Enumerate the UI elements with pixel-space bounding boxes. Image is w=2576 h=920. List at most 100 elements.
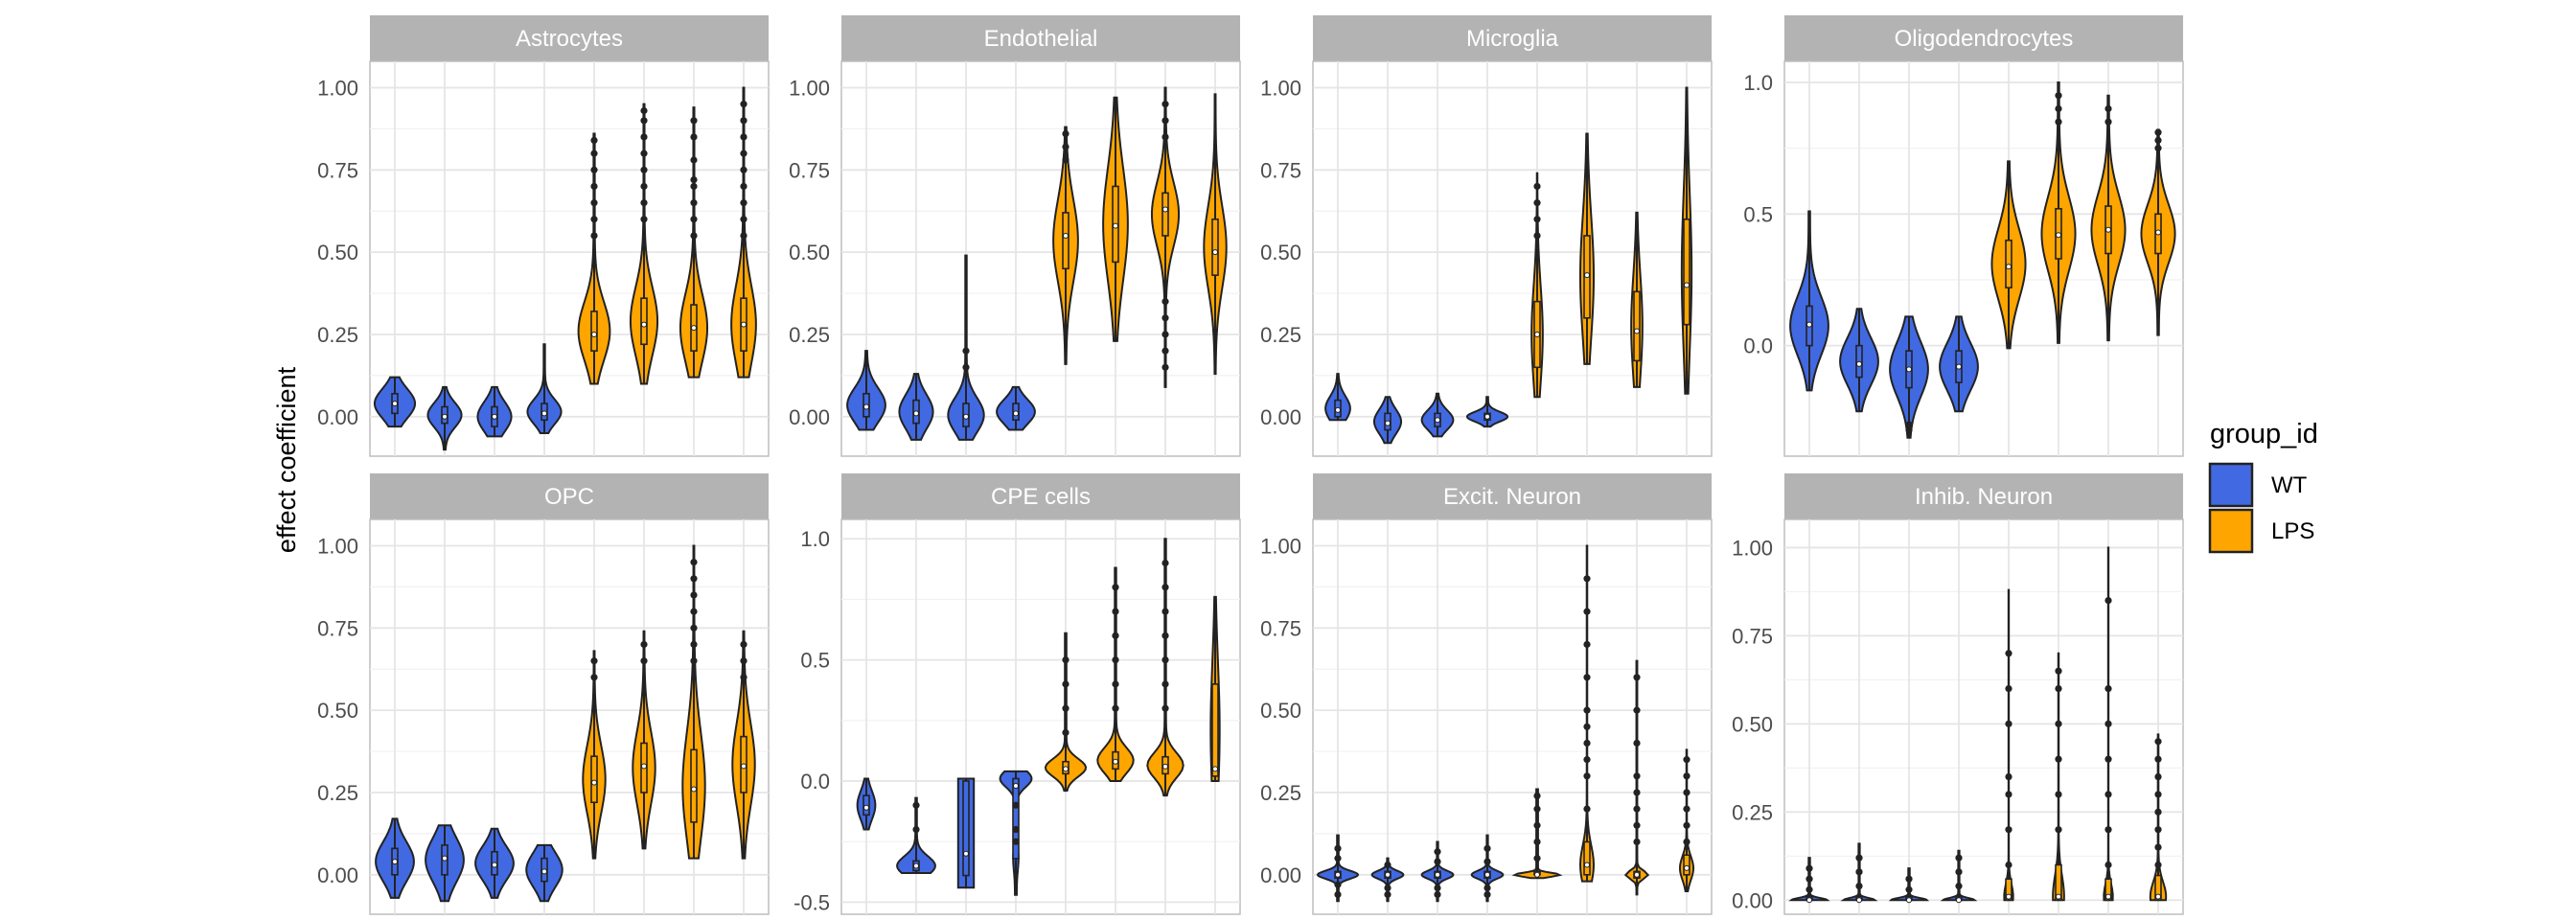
median-point	[1956, 897, 1962, 904]
outlier-point	[1062, 704, 1070, 712]
outlier-point	[1012, 838, 1020, 845]
outlier-point	[690, 199, 698, 207]
median-point	[863, 403, 869, 410]
outlier-point	[640, 166, 648, 173]
facet-title: Microglia	[1466, 26, 1559, 52]
outlier-point	[2154, 826, 2162, 834]
median-point	[1634, 871, 1640, 878]
outlier-point	[590, 182, 598, 191]
median-point	[1534, 331, 1540, 337]
outlier-point	[690, 657, 698, 665]
outlier-point	[2154, 861, 2162, 869]
median-point	[863, 804, 869, 811]
facet-strip	[1313, 473, 1712, 519]
median-point	[1484, 871, 1490, 878]
outlier-point	[1162, 314, 1169, 322]
y-tick-label: 0.75	[1260, 158, 1301, 182]
legend-title: group_id	[2210, 419, 2318, 449]
median-point	[1856, 360, 1862, 367]
outlier-point	[2154, 772, 2162, 781]
outlier-point	[1955, 854, 1963, 862]
median-point	[641, 321, 647, 328]
outlier-point	[1533, 855, 1541, 862]
plot-area	[1312, 518, 1713, 915]
outlier-point	[1533, 182, 1541, 191]
legend-label-lps: LPS	[2271, 518, 2314, 544]
y-tick-label: 0.5	[800, 649, 830, 673]
median-point	[1806, 897, 1812, 904]
median-point	[392, 401, 398, 407]
y-tick-label: 0.0	[800, 770, 830, 794]
outlier-point	[740, 657, 748, 665]
outlier-point	[1162, 559, 1169, 567]
outlier-point	[2154, 843, 2162, 851]
outlier-point	[1583, 723, 1591, 730]
box	[690, 748, 698, 823]
median-point	[1484, 413, 1490, 420]
outlier-point	[1434, 848, 1441, 856]
outlier-point	[1112, 584, 1119, 591]
median-point	[1435, 871, 1440, 878]
outlier-point	[590, 232, 598, 240]
outlier-point	[2104, 104, 2112, 113]
median-point	[541, 868, 547, 875]
facet-panel: CPE cells -0.5 0.0 0.5 1.0	[794, 473, 1241, 915]
median-point	[913, 410, 919, 417]
outlier-point	[1955, 868, 1963, 876]
outlier-point	[1905, 421, 1913, 428]
y-tick-label: 0.50	[1260, 241, 1301, 264]
outlier-point	[1683, 756, 1690, 764]
median-point	[541, 410, 547, 417]
outlier-point	[1384, 861, 1392, 869]
median-point	[741, 321, 747, 328]
outlier-point	[1434, 890, 1441, 899]
outlier-point	[1012, 801, 1020, 809]
outlier-point	[640, 117, 648, 125]
outlier-point	[2005, 772, 2012, 781]
outlier-point	[740, 133, 748, 141]
median-point	[2006, 893, 2012, 900]
outlier-point	[590, 674, 598, 681]
facet-strip	[1784, 473, 2183, 519]
median-point	[1212, 766, 1218, 772]
outlier-point	[1633, 805, 1641, 813]
outlier-point	[1484, 890, 1491, 899]
legend-key-lps	[2208, 508, 2254, 554]
outlier-point	[1162, 347, 1169, 355]
outlier-point	[962, 363, 970, 371]
box	[1062, 212, 1070, 270]
outlier-point	[1905, 875, 1913, 883]
median-point	[741, 763, 747, 770]
box	[590, 755, 598, 804]
median-point	[1634, 328, 1640, 334]
outlier-point	[640, 657, 648, 665]
outlier-point	[1533, 838, 1541, 846]
y-tick-label: 0.25	[1260, 323, 1301, 347]
y-tick-label: 1.00	[789, 76, 830, 100]
box	[1211, 218, 1219, 276]
outlier-point	[2154, 755, 2162, 763]
outlier-point	[740, 182, 748, 191]
outlier-point	[1162, 363, 1169, 371]
box	[2154, 874, 2162, 902]
median-point	[591, 331, 597, 337]
outlier-point	[1633, 739, 1641, 748]
outlier-point	[2055, 755, 2062, 763]
outlier-point	[1484, 858, 1491, 865]
median-point	[442, 855, 448, 862]
median-point	[641, 763, 647, 770]
facet-panel: Excit. Neuron 0.00 0.25 0.50 0.75 1.00	[1260, 473, 1713, 915]
median-point	[1956, 363, 1962, 370]
y-tick-label: 0.25	[1260, 781, 1301, 805]
outlier-point	[1533, 792, 1541, 800]
facet-title: Endothelial	[984, 26, 1098, 52]
y-tick-label: 0.25	[317, 781, 358, 805]
median-point	[1013, 410, 1019, 417]
outlier-point	[590, 199, 598, 207]
y-tick-label: 1.00	[317, 534, 358, 558]
outlier-point	[2055, 667, 2062, 675]
median-point	[1684, 864, 1690, 871]
y-tick-label: 0.00	[789, 405, 830, 429]
y-tick-label: 0.25	[1732, 800, 1773, 824]
outlier-point	[1062, 656, 1070, 664]
